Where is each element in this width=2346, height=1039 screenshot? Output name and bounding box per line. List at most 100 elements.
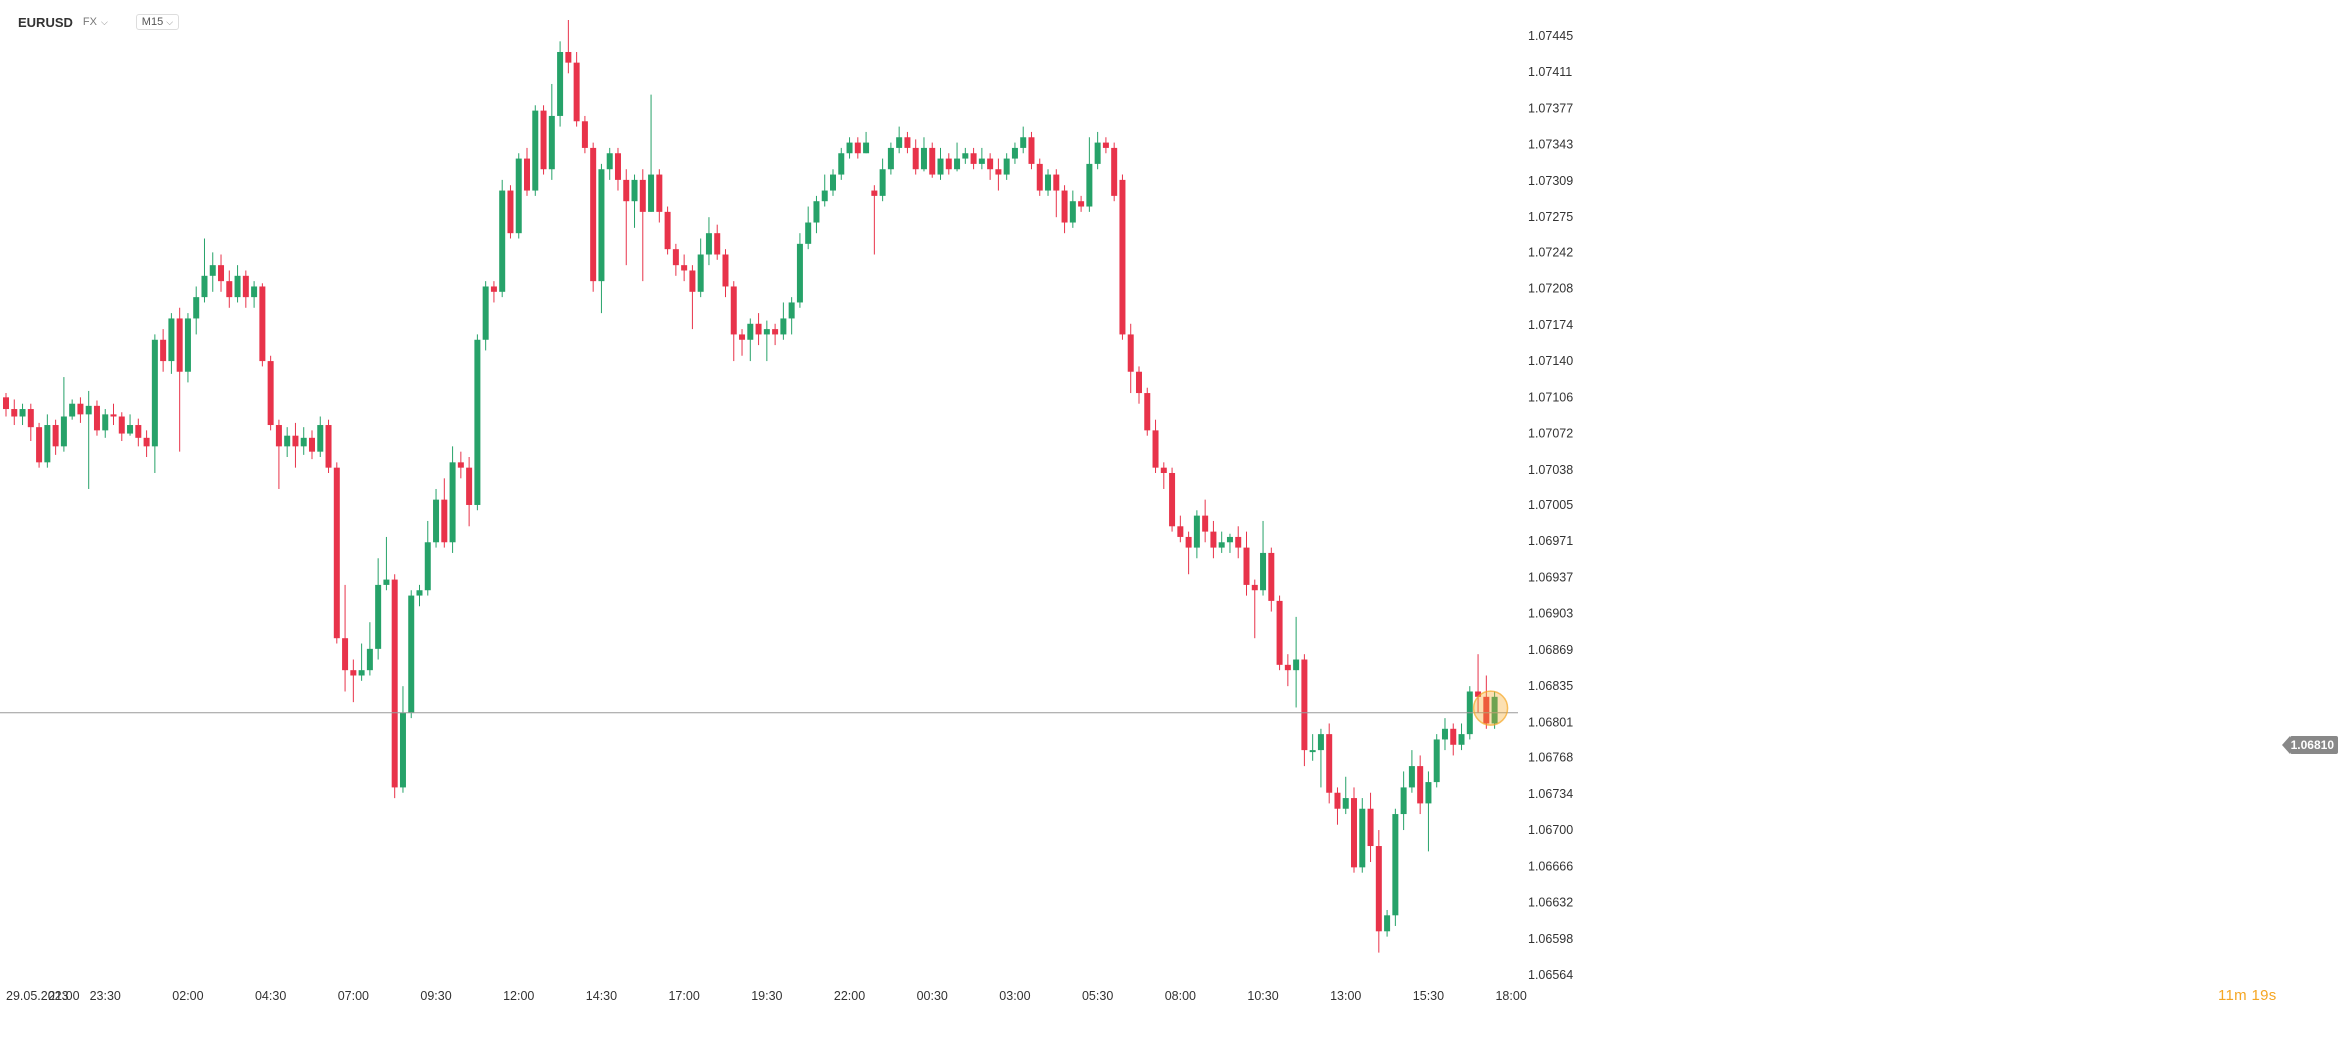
candle-body-down (1036, 163, 1043, 191)
time-tick-label: 17:00 (668, 989, 699, 1003)
candle-body-down (1185, 536, 1192, 548)
candle-body-up (838, 153, 845, 175)
candle-body-down (1127, 334, 1134, 372)
candle-body-down (507, 190, 514, 234)
time-tick-label: 02:00 (172, 989, 203, 1003)
candle-body-up (1011, 147, 1018, 159)
price-tick-label: 1.07309 (1528, 174, 1573, 188)
candle-body-down (581, 121, 588, 148)
candle-body-up (151, 339, 158, 447)
candle-body-up (788, 302, 795, 319)
price-tick-label: 1.07208 (1528, 282, 1573, 296)
candle-body-up (937, 158, 944, 175)
candle-body-down (714, 233, 721, 255)
price-tick-label: 1.06598 (1528, 932, 1573, 946)
candle-body-up (184, 318, 191, 372)
price-tick-label: 1.06632 (1528, 896, 1573, 910)
candle-body-up (399, 712, 406, 788)
candle-body-up (60, 416, 67, 447)
candle-body-down (1111, 147, 1118, 196)
market-selector[interactable]: FX ⌵ (83, 16, 108, 28)
candle-body-down (755, 323, 762, 335)
candle-body-down (1276, 600, 1283, 665)
candle-body-up (300, 437, 307, 447)
candle-body-up (416, 590, 423, 596)
candle-body-up (1069, 201, 1076, 223)
candle-body-down (342, 638, 349, 671)
candle-body-up (482, 286, 489, 340)
countdown-minutes: 11m (2218, 987, 2247, 1004)
candle-body-down (143, 437, 150, 447)
candle-body-down (118, 416, 125, 434)
candle-body-up (747, 323, 754, 340)
candle-body-down (614, 153, 621, 180)
candle-body-down (226, 281, 233, 298)
candle-body-down (490, 286, 497, 292)
candle-body-down (27, 409, 34, 428)
candle-body-down (110, 414, 117, 417)
candle-body-down (664, 211, 671, 250)
candle-body-down (1475, 691, 1482, 697)
time-tick-label: 10:30 (1247, 989, 1278, 1003)
candle-body-down (1119, 179, 1126, 335)
time-tick-label: 03:00 (999, 989, 1030, 1003)
candle-body-up (830, 174, 836, 191)
time-tick-label: 00:30 (917, 989, 948, 1003)
candle-body-up (85, 405, 92, 415)
candle-body-down (93, 405, 100, 431)
candle-body-down (1367, 808, 1374, 847)
candle-body-up (127, 425, 134, 434)
candle-body-up (920, 147, 927, 170)
candle-body-up (598, 169, 605, 282)
candle-body-up (1384, 915, 1391, 932)
price-tick-label: 1.07072 (1528, 427, 1573, 441)
candle-body-down (1135, 371, 1142, 394)
time-tick-label: 13:00 (1330, 989, 1361, 1003)
candle-body-down (1169, 472, 1176, 527)
candle-body-down (1351, 798, 1358, 868)
price-axis[interactable]: 1.07445 1.07411 1.07377 1.07343 1.07309 1.072… (1528, 29, 1573, 982)
candle-body-up (515, 158, 522, 234)
time-tick-label: 15:30 (1413, 989, 1444, 1003)
candle-body-up (234, 275, 241, 298)
candle-body-up (168, 318, 175, 362)
candle-body-up (1425, 782, 1432, 804)
candle-body-up (557, 51, 564, 116)
candle-body-down (945, 158, 952, 170)
candle-body-up (954, 158, 961, 170)
price-tick-label: 1.06768 (1528, 751, 1573, 765)
candle-body-down (176, 318, 183, 372)
price-tick-label: 1.06801 (1528, 715, 1573, 729)
price-tick-label: 1.07242 (1528, 245, 1573, 259)
candle-body-up (317, 425, 324, 452)
time-tick-label: 08:00 (1165, 989, 1196, 1003)
price-tick-label: 1.07445 (1528, 29, 1573, 43)
price-tick-label: 1.06564 (1528, 968, 1573, 982)
candle-body-up (846, 142, 853, 154)
time-tick-label: 04:30 (255, 989, 286, 1003)
candle-body-up (978, 158, 985, 164)
candle-body-down (308, 437, 315, 452)
symbol-label[interactable]: EURUSD (18, 14, 73, 30)
candle-body-down (1061, 190, 1068, 223)
last-candle-highlight (1472, 690, 1509, 726)
candle-body-down (1375, 846, 1382, 932)
candle-body-up (433, 499, 440, 543)
candle-body-up (705, 233, 712, 255)
candle-body-up (1392, 814, 1399, 916)
candle-body-down (36, 427, 43, 463)
candle-body-down (656, 174, 663, 212)
candle-body-down (854, 142, 861, 154)
time-tick-label: 29.05.2023 (6, 989, 69, 1003)
candle-body-down (1301, 659, 1308, 751)
candle-body-up (1045, 174, 1052, 191)
candle-body-up (366, 648, 373, 671)
candle-body-up (821, 190, 828, 202)
time-tick-label: 22:00 (834, 989, 865, 1003)
timeframe-selector[interactable]: M15 ⌵ (135, 14, 180, 30)
candle-body-up (631, 179, 638, 202)
candle-body-down (540, 110, 547, 170)
candle-body-up (763, 329, 770, 335)
